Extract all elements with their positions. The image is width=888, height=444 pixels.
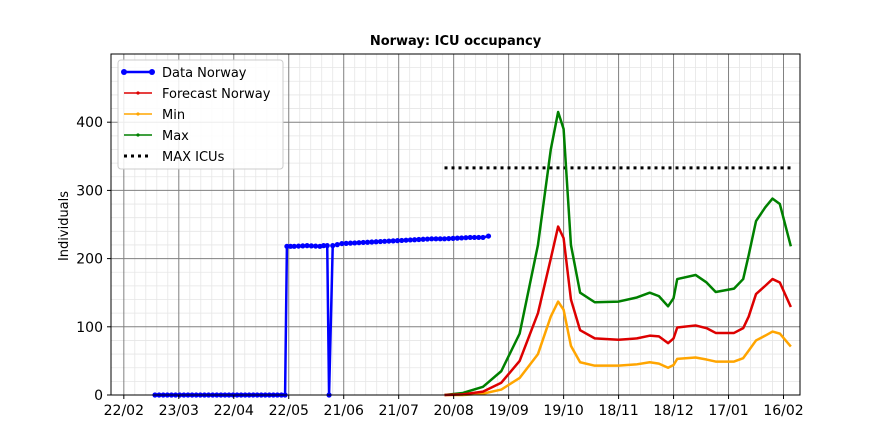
data-point-data-norway xyxy=(364,239,371,245)
data-point-data-norway xyxy=(295,243,302,249)
x-tick-label: 19/09 xyxy=(488,403,528,419)
x-tick-label: 18/12 xyxy=(653,403,693,419)
data-point-data-norway xyxy=(320,243,327,249)
data-point-data-norway xyxy=(407,237,413,243)
y-tick-label: 400 xyxy=(76,115,103,131)
data-point-data-norway xyxy=(343,240,349,246)
legend-marker-data-norway xyxy=(121,69,127,75)
legend-marker-data-norway xyxy=(149,69,155,75)
data-point-data-norway xyxy=(360,239,366,246)
data-point-data-norway xyxy=(446,235,452,242)
data-point-data-norway xyxy=(382,238,388,244)
legend-marker-forecast-norway xyxy=(136,91,140,95)
x-tick-label: 22/04 xyxy=(214,403,254,419)
data-point-data-norway xyxy=(467,234,473,241)
x-tick-label: 20/08 xyxy=(433,403,473,419)
data-point-data-norway xyxy=(480,234,486,241)
x-tick-label: 18/11 xyxy=(598,403,638,419)
data-point-data-norway xyxy=(330,243,336,249)
y-tick-label: 200 xyxy=(76,252,103,268)
data-point-data-norway xyxy=(324,243,330,249)
data-point-data-norway xyxy=(441,236,448,242)
chart-title: Norway: ICU occupancy xyxy=(370,34,542,49)
legend: Data Norway Forecast Norway Min Max MAX ICUs xyxy=(117,59,284,170)
y-tick-label: 0 xyxy=(94,388,103,404)
series-line-max xyxy=(444,110,793,397)
series-line-min xyxy=(444,300,792,397)
plot-frame xyxy=(110,53,801,396)
legend-box xyxy=(117,59,284,170)
series-layer xyxy=(152,110,793,398)
data-point-data-norway xyxy=(454,235,460,241)
x-tick-label: 22/05 xyxy=(269,403,309,419)
x-axis-ticks: 22/02 23/03 22/04 22/05 21/06 21/07 20/08 19/09… xyxy=(104,395,804,419)
legend-label-data-norway: Data Norway xyxy=(162,66,247,81)
data-point-data-norway xyxy=(424,236,431,242)
data-point-data-norway xyxy=(287,243,294,249)
legend-marker-min xyxy=(136,112,140,116)
y-tick-label: 100 xyxy=(76,320,103,336)
legend-label-max-icus: MAX ICUs xyxy=(162,150,225,165)
x-tick-label: 23/03 xyxy=(159,403,199,419)
data-point-data-norway xyxy=(334,242,340,248)
data-point-data-norway xyxy=(433,236,439,242)
data-point-data-norway xyxy=(339,240,345,247)
data-point-data-norway xyxy=(377,238,383,245)
data-point-data-norway xyxy=(420,236,426,242)
data-point-data-norway xyxy=(300,243,306,249)
data-point-data-norway xyxy=(463,235,469,241)
data-point-data-norway xyxy=(459,235,465,241)
x-tick-label: 21/07 xyxy=(379,403,419,419)
y-axis-label: Individuals xyxy=(57,191,72,261)
data-point-data-norway xyxy=(476,234,482,241)
data-point-data-norway xyxy=(450,235,456,241)
data-point-data-norway xyxy=(308,243,314,249)
data-point-data-norway xyxy=(471,234,478,241)
data-point-data-norway xyxy=(399,237,405,244)
data-point-data-norway xyxy=(304,243,310,249)
data-point-data-norway xyxy=(403,237,409,243)
data-point-data-norway xyxy=(352,240,358,246)
data-point-data-norway xyxy=(284,243,290,249)
legend-label-min: Min xyxy=(162,108,185,123)
data-point-data-norway xyxy=(356,240,362,246)
data-point-data-norway xyxy=(437,236,443,242)
legend-label-max: Max xyxy=(162,129,189,144)
data-point-data-norway xyxy=(485,233,492,239)
data-point-data-norway xyxy=(411,237,418,243)
x-tick-label: 21/06 xyxy=(324,403,364,419)
y-axis-ticks: 0 100 200 300 400 xyxy=(76,115,111,404)
data-point-data-norway xyxy=(429,236,435,242)
x-tick-label: 17/01 xyxy=(708,403,748,419)
x-tick-label: 16/02 xyxy=(763,403,803,419)
legend-label-forecast-norway: Forecast Norway xyxy=(162,87,271,102)
data-point-data-norway xyxy=(291,243,297,249)
data-point-data-norway xyxy=(386,238,392,244)
data-point-data-norway xyxy=(390,238,396,244)
data-point-data-norway xyxy=(347,240,354,246)
data-point-data-norway xyxy=(313,243,319,249)
series-line-forecast-norway xyxy=(444,225,792,397)
data-point-data-norway xyxy=(394,238,401,244)
x-tick-label: 22/02 xyxy=(104,403,144,419)
data-point-data-norway xyxy=(369,239,375,245)
x-tick-label: 19/10 xyxy=(543,403,583,419)
data-point-data-norway xyxy=(416,236,422,243)
data-point-data-norway xyxy=(373,239,379,245)
legend-marker-max xyxy=(136,133,140,137)
y-tick-label: 300 xyxy=(76,183,103,199)
